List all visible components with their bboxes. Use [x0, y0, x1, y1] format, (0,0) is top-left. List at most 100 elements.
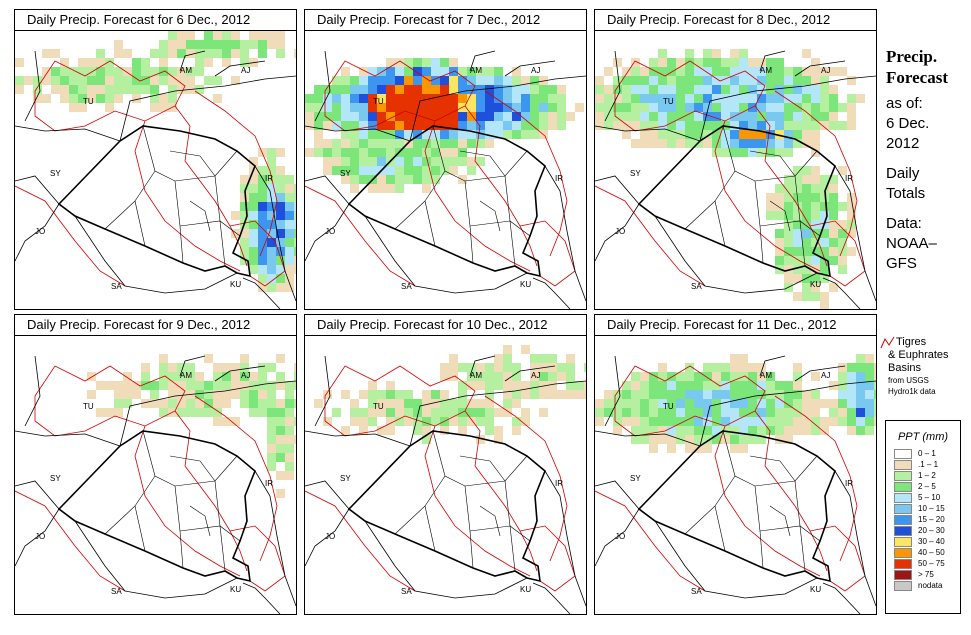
- precip-cell: [285, 283, 294, 292]
- precip-cell: [685, 130, 694, 139]
- precip-cell: [285, 462, 294, 471]
- precip-cell: [485, 417, 494, 426]
- precip-cell: [503, 76, 512, 85]
- precip-cell: [521, 85, 530, 94]
- precip-cell: [458, 121, 467, 130]
- precip-cell: [458, 112, 467, 121]
- precip-cell: [512, 76, 521, 85]
- legend-swatch: [894, 558, 912, 569]
- precip-cell: [694, 372, 703, 381]
- precip-cell: [595, 399, 604, 408]
- precip-cell: [96, 85, 105, 94]
- precip-cell: [413, 157, 422, 166]
- precip-cell: [503, 408, 512, 417]
- panel-title: Daily Precip. Forecast for 9 Dec., 2012: [15, 315, 296, 336]
- province-boundary: [169, 150, 216, 177]
- precip-cell: [132, 85, 141, 94]
- precip-map: AM AJ TU SY IR JO SA KU: [15, 31, 296, 309]
- precip-cell: [213, 399, 222, 408]
- precip-cell: [114, 67, 123, 76]
- precip-cell: [267, 247, 276, 256]
- precip-cell: [114, 49, 123, 58]
- precip-cell: [784, 103, 793, 112]
- precip-cell: [494, 103, 503, 112]
- precip-cell: [359, 157, 368, 166]
- precip-grid: [15, 31, 296, 292]
- precip-cell: [276, 426, 285, 435]
- precip-cell: [150, 67, 159, 76]
- precip-cell: [440, 139, 449, 148]
- precip-cell: [874, 363, 876, 372]
- legend-swatch: [894, 514, 912, 525]
- precip-cell: [359, 112, 368, 121]
- precip-cell: [649, 390, 658, 399]
- precip-cell: [739, 363, 748, 372]
- precip-cell: [712, 67, 721, 76]
- precip-cell: [640, 67, 649, 76]
- country-border: [834, 165, 876, 302]
- precip-cell: [395, 139, 404, 148]
- precip-cell: [658, 417, 667, 426]
- country-label-aj: AJ: [821, 66, 830, 75]
- panel-title: Daily Precip. Forecast for 11 Dec., 2012: [595, 315, 876, 336]
- precip-cell: [784, 139, 793, 148]
- precip-cell: [874, 399, 876, 408]
- precip-cell: [494, 76, 503, 85]
- precip-cell: [829, 94, 838, 103]
- province-boundary: [459, 150, 506, 177]
- precip-cell: [449, 130, 458, 139]
- country-border: [595, 480, 640, 510]
- precip-cell: [123, 85, 132, 94]
- legend-swatch: [894, 569, 912, 580]
- precip-cell: [105, 58, 114, 67]
- precip-cell: [512, 103, 521, 112]
- basin-boundary: [194, 90, 278, 257]
- precip-cell: [631, 76, 640, 85]
- precip-cell: [649, 67, 658, 76]
- precip-cell: [613, 121, 622, 130]
- precip-cell: [748, 372, 757, 381]
- precip-cell: [595, 76, 604, 85]
- precip-cell: [341, 139, 350, 148]
- precip-cell: [838, 202, 847, 211]
- precip-cell: [548, 85, 557, 94]
- precip-cell: [667, 417, 676, 426]
- precip-cell: [69, 76, 78, 85]
- precip-cell: [368, 166, 377, 175]
- precip-cell: [721, 85, 730, 94]
- precip-cell: [811, 229, 820, 238]
- precip-cell: [494, 85, 503, 94]
- precip-cell: [231, 31, 240, 40]
- province-boundary: [174, 180, 184, 264]
- precip-cell: [865, 417, 874, 426]
- province-boundary: [459, 455, 506, 482]
- precip-cell: [114, 390, 123, 399]
- precip-cell: [258, 381, 267, 390]
- precip-cell: [332, 157, 341, 166]
- precip-cell: [721, 399, 730, 408]
- precip-cell: [793, 175, 802, 184]
- precip-cell: [323, 103, 332, 112]
- precip-cell: [748, 85, 757, 94]
- precip-cell: [503, 94, 512, 103]
- country-border: [654, 215, 818, 294]
- precip-cell: [649, 417, 658, 426]
- precip-cell: [847, 372, 856, 381]
- precip-cell: [132, 381, 141, 390]
- precip-cell: [404, 157, 413, 166]
- precip-cell: [323, 94, 332, 103]
- precip-cell: [739, 112, 748, 121]
- precip-cell: [613, 85, 622, 94]
- precip-cell: [485, 76, 494, 85]
- precip-cell: [575, 390, 584, 399]
- precip-cell: [739, 390, 748, 399]
- precip-cell: [847, 112, 856, 121]
- precip-cell: [784, 274, 793, 283]
- precip-cell: [177, 363, 186, 372]
- precip-cell: [276, 238, 285, 247]
- precip-cell: [341, 112, 350, 121]
- precip-cell: [739, 139, 748, 148]
- precip-cell: [676, 426, 685, 435]
- precip-cell: [685, 417, 694, 426]
- precip-cell: [386, 103, 395, 112]
